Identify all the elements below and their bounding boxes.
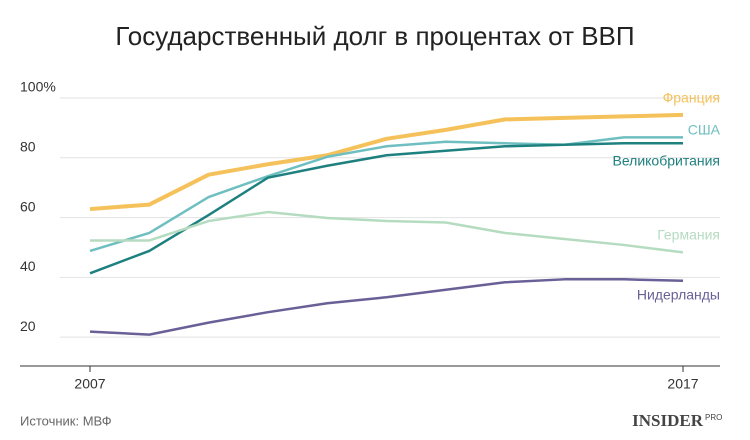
logo: INSIDER <box>632 411 704 430</box>
y-tick-label: 40 <box>20 258 36 274</box>
series-label: Великобритания <box>612 153 720 169</box>
series-label: Нидерланды <box>637 287 720 303</box>
source: Источник: МВФ <box>20 413 112 428</box>
y-tick-label: 60 <box>20 198 36 214</box>
logo-sub: PRO <box>705 413 722 422</box>
series-label: Франция <box>663 90 720 106</box>
series-line <box>89 278 684 336</box>
series-line <box>89 142 683 275</box>
chart-title: Государственный долг в процентах от ВВП <box>115 21 634 51</box>
x-tick-label: 2017 <box>667 376 698 392</box>
series-line <box>89 136 683 253</box>
y-tick-label: 100% <box>20 79 56 95</box>
x-tick-label: 2007 <box>74 376 105 392</box>
series-label: Германия <box>657 227 720 243</box>
series-label: США <box>688 122 721 138</box>
series-line <box>89 112 684 212</box>
y-tick-label: 20 <box>20 318 36 334</box>
y-tick-label: 80 <box>20 138 36 154</box>
series-line <box>90 210 684 254</box>
